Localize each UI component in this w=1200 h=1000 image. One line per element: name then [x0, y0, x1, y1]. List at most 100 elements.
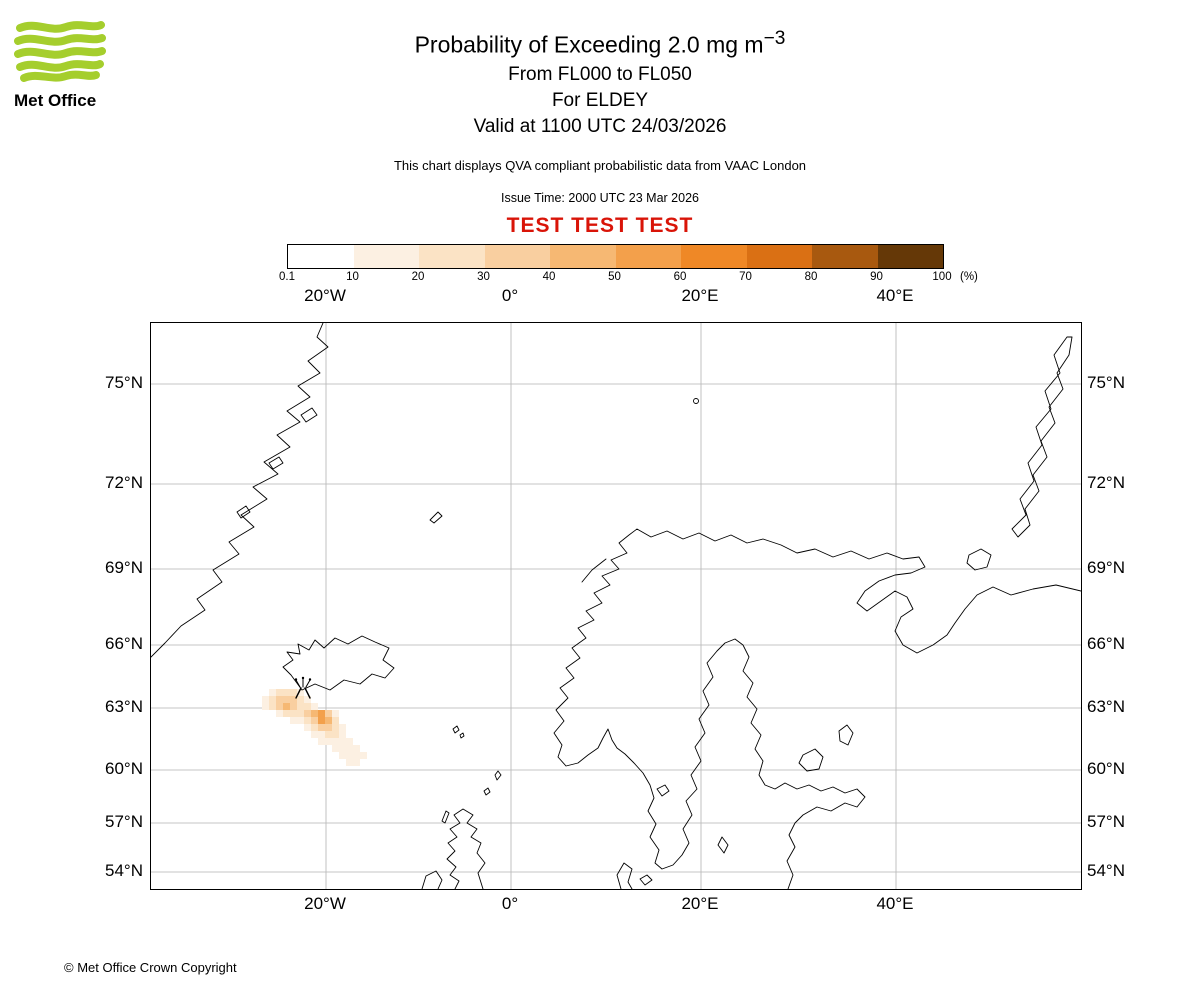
plume-cell [311, 710, 318, 717]
map-canvas [150, 322, 1082, 890]
longitude-label: 20°E [681, 894, 719, 913]
plume-cell [304, 703, 311, 710]
issue-time: Issue Time: 2000 UTC 23 Mar 2026 [500, 191, 699, 205]
plume-cell [332, 717, 339, 724]
plume-cell [332, 738, 339, 745]
latitude-label: 57°N [1087, 812, 1125, 831]
colorbar-segment [681, 245, 747, 268]
qva-note: This chart displays QVA compliant probab… [393, 158, 807, 173]
orkney-islands [483, 787, 491, 796]
plume-cell [290, 689, 297, 696]
plume-cell [353, 759, 360, 766]
plume-cell [339, 731, 346, 738]
lake-onega [838, 724, 854, 746]
longitude-label: 0° [501, 894, 519, 913]
colorbar-segment [419, 245, 485, 268]
subtitle-volcano: For ELDEY [551, 90, 649, 111]
latitude-label: 60°N [1087, 759, 1125, 778]
plume-cell [304, 696, 311, 703]
plume-cell [318, 731, 325, 738]
colorbar-segment [288, 245, 354, 268]
colorbar-tick-label: 90 [870, 271, 883, 283]
plume-cell [346, 752, 353, 759]
plume-cell [283, 703, 290, 710]
plume-cell [311, 731, 318, 738]
colorbar-segment [615, 245, 681, 268]
colorbar-tick-label: 0.1 [279, 271, 295, 283]
plume-cell [304, 710, 311, 717]
latitude-label: 60°N [105, 759, 143, 778]
plume-cell [353, 745, 360, 752]
longitude-label: 20°W [304, 286, 346, 305]
plume-cell [304, 724, 311, 731]
longitude-labels-top: 20°W 0° 20°E 40°E [0, 286, 1200, 308]
plume-cell [297, 696, 304, 703]
plume-cell [311, 703, 318, 710]
plume-cell [290, 710, 297, 717]
plume-cell [332, 731, 339, 738]
colorbar-segment [812, 245, 878, 268]
plume-cell [283, 689, 290, 696]
ash-probability-plume [262, 689, 367, 766]
latitude-label: 63°N [105, 697, 143, 716]
plume-cell [332, 724, 339, 731]
gotland-island [717, 836, 729, 854]
plume-cell [353, 752, 360, 759]
colorbar-tick-label: 80 [804, 271, 818, 283]
colorbar-tick-label: 100 [932, 271, 952, 283]
colorbar-tick-label: 60 [673, 271, 687, 283]
colorbar-tick-label: 10 [346, 271, 359, 283]
greenland-fjord-island [268, 456, 284, 470]
latitude-label: 63°N [1087, 697, 1125, 716]
plume-cell [318, 710, 325, 717]
plume-cell [283, 710, 290, 717]
jutland-coast [616, 862, 633, 890]
plume-cell [360, 752, 367, 759]
greenland-fjord-island [236, 505, 251, 519]
lake-vanern [656, 784, 670, 797]
shetland-islands [494, 770, 502, 781]
plume-cell [297, 717, 304, 724]
plume-cell [276, 696, 283, 703]
greenland-coast [150, 322, 329, 658]
latitude-label: 57°N [105, 812, 143, 831]
plume-cell [318, 717, 325, 724]
colorbar-segment [550, 245, 616, 268]
plume-cell [318, 724, 325, 731]
title-main: Probability of Exceeding 2.0 mg m [414, 31, 764, 58]
longitude-label: 0° [501, 286, 519, 305]
bear-island [693, 398, 699, 404]
plume-cell [311, 724, 318, 731]
colorbar-tick-label: 40 [542, 271, 556, 283]
plume-cell [262, 696, 269, 703]
plume-cell [290, 717, 297, 724]
latitude-label: 66°N [105, 634, 143, 653]
plume-cell [276, 689, 283, 696]
colorbar-tick-labels: 0.1 10 20 30 40 50 60 70 80 90 100 [279, 271, 987, 287]
met-office-logo: Met Office [14, 20, 124, 111]
plume-cell [346, 745, 353, 752]
kolguyev-island [966, 548, 992, 571]
plume-cell [297, 703, 304, 710]
greenland-fjord-island [300, 407, 318, 423]
plume-cell [318, 738, 325, 745]
latitude-label: 69°N [1087, 558, 1125, 577]
plume-cell [325, 724, 332, 731]
plume-cell [297, 710, 304, 717]
page-title: Probability of Exceeding 2.0 mg m−3 [0, 28, 1200, 59]
latitude-label: 69°N [105, 558, 143, 577]
colorbar-unit-label: (%) [960, 271, 978, 283]
plume-cell [297, 689, 304, 696]
plume-cell [332, 710, 339, 717]
map-frame [150, 322, 1082, 890]
latitude-label: 72°N [1087, 473, 1125, 492]
test-banner: TEST TEST TEST [506, 214, 694, 237]
latitude-label: 66°N [1087, 634, 1125, 653]
plume-cell [325, 738, 332, 745]
longitude-label: 40°E [876, 286, 914, 305]
latitude-label: 54°N [1087, 861, 1125, 880]
latitude-label: 75°N [105, 373, 143, 392]
plume-cell [325, 731, 332, 738]
plume-cell [262, 703, 269, 710]
